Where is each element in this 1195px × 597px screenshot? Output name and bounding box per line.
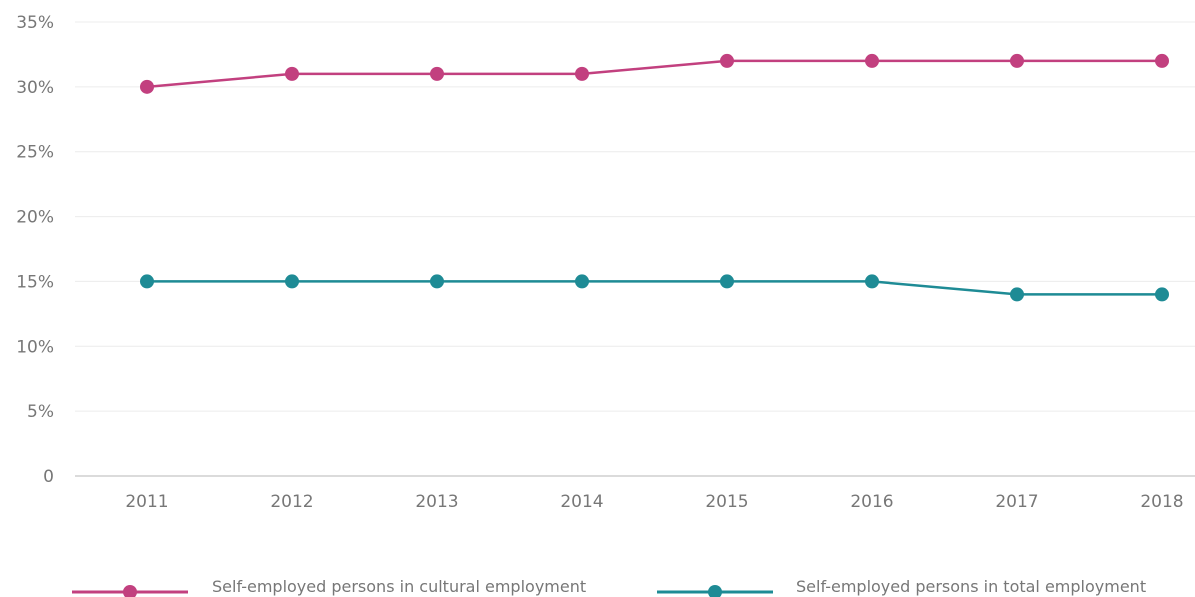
data-point xyxy=(720,53,734,68)
data-point xyxy=(430,66,444,81)
data-point xyxy=(1155,287,1169,302)
data-point xyxy=(575,66,589,81)
legend-label-cultural: Self-employed persons in cultural employ… xyxy=(212,577,586,596)
y-tick-label: 35% xyxy=(16,13,54,33)
data-point xyxy=(430,274,444,289)
y-tick-label: 25% xyxy=(16,143,54,163)
x-axis: 2011 2012 2013 2014 2015 2016 2017 2018 xyxy=(125,492,1183,512)
data-point xyxy=(865,274,879,289)
y-tick-label: 15% xyxy=(16,272,54,292)
series-layer xyxy=(140,53,1169,302)
x-tick-label: 2016 xyxy=(850,492,893,512)
legend-item-cultural: Self-employed persons in cultural employ… xyxy=(72,577,586,597)
data-point xyxy=(1010,287,1024,302)
data-point xyxy=(1155,53,1169,68)
data-point xyxy=(720,274,734,289)
series-1 xyxy=(140,274,1169,302)
data-point xyxy=(140,79,154,94)
x-tick-label: 2014 xyxy=(560,492,603,512)
legend-label-total: Self-employed persons in total employmen… xyxy=(796,577,1146,596)
y-tick-label: 5% xyxy=(27,402,54,422)
data-point xyxy=(140,274,154,289)
legend: Self-employed persons in cultural employ… xyxy=(72,577,1146,597)
y-tick-label: 10% xyxy=(16,337,54,357)
data-point xyxy=(285,66,299,81)
x-tick-label: 2012 xyxy=(270,492,313,512)
data-point xyxy=(575,274,589,289)
y-tick-label: 0 xyxy=(43,467,54,487)
y-tick-label: 20% xyxy=(16,208,54,228)
data-point xyxy=(1010,53,1024,68)
y-axis: 0 5% 10% 15% 20% 25% 30% 35% xyxy=(16,13,54,487)
legend-item-total: Self-employed persons in total employmen… xyxy=(657,577,1146,597)
x-tick-label: 2017 xyxy=(995,492,1038,512)
series-line xyxy=(147,280,1162,296)
y-tick-label: 30% xyxy=(16,78,54,98)
series-line xyxy=(146,59,1162,89)
data-point xyxy=(865,53,879,68)
legend-swatch-marker-total xyxy=(708,585,722,597)
legend-swatch-marker-cultural xyxy=(123,585,137,597)
gridlines xyxy=(75,21,1195,477)
x-tick-label: 2018 xyxy=(1140,492,1183,512)
x-tick-label: 2013 xyxy=(415,492,458,512)
data-point xyxy=(285,274,299,289)
x-tick-label: 2011 xyxy=(125,492,168,512)
x-tick-label: 2015 xyxy=(705,492,748,512)
series-0 xyxy=(140,53,1169,94)
